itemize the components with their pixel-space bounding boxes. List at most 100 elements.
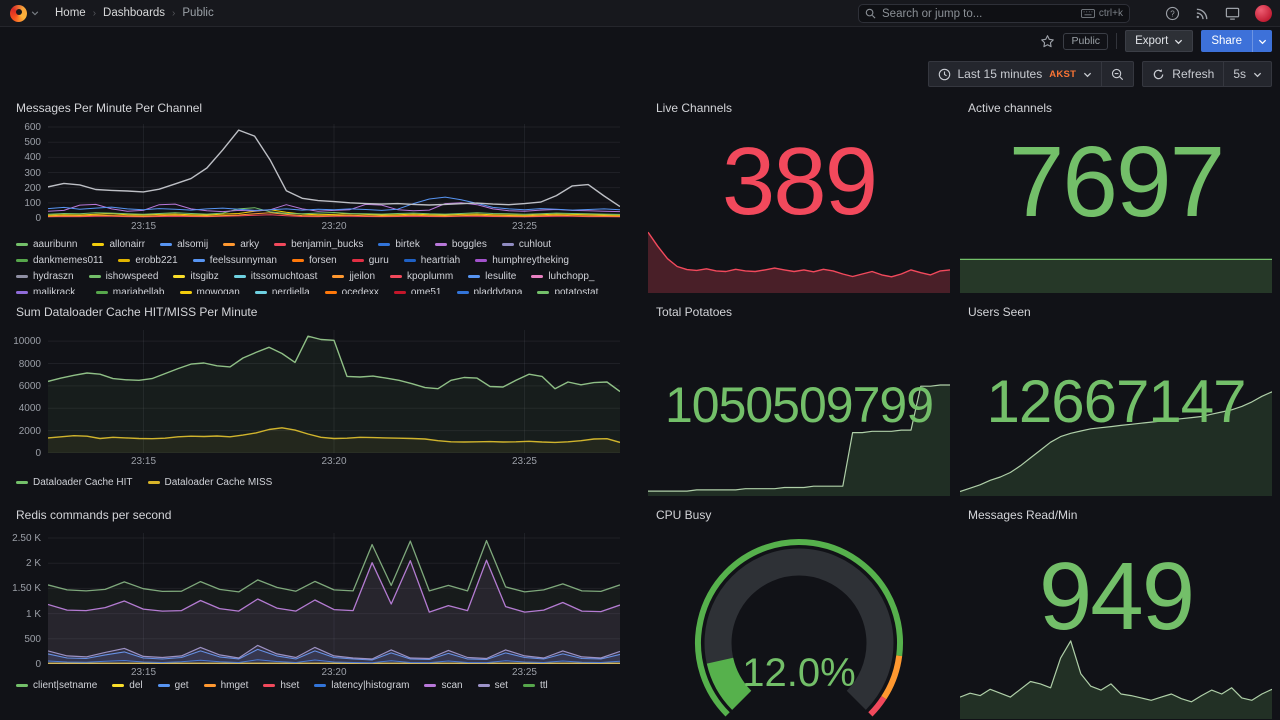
y-axis-label: 10000 xyxy=(13,336,41,348)
legend-swatch xyxy=(173,275,186,278)
legend-item[interactable]: boggles xyxy=(434,237,487,252)
legend-item[interactable]: hydraszn xyxy=(16,269,74,284)
y-axis-label: 2000 xyxy=(18,425,41,437)
legend-swatch xyxy=(324,291,337,294)
legend-swatch xyxy=(157,684,170,687)
legend-item[interactable]: birtek xyxy=(378,237,420,252)
legend-swatch xyxy=(192,259,205,262)
legend-item[interactable]: feelssunnyman xyxy=(192,253,277,268)
refresh-icon xyxy=(1154,68,1164,79)
legend-item[interactable]: erobb221 xyxy=(118,253,178,268)
legend-swatch xyxy=(16,243,28,246)
legend-item[interactable]: nerdiella xyxy=(254,285,310,294)
legend-swatch xyxy=(390,275,403,278)
star-icon[interactable] xyxy=(1040,34,1055,49)
panel-live-channels: Live Channels 389 xyxy=(648,96,950,294)
panel-title[interactable]: Users Seen xyxy=(968,305,1031,319)
legend-item[interactable]: client|setname xyxy=(16,678,97,693)
legend-item[interactable]: kpoplumm xyxy=(390,269,453,284)
legend-swatch xyxy=(531,275,544,278)
x-axis-label: 23:20 xyxy=(321,456,347,467)
legend-item[interactable]: cuhlout xyxy=(501,237,551,252)
legend-item[interactable]: guru xyxy=(351,253,389,268)
panel-title[interactable]: Messages Per Minute Per Channel xyxy=(16,101,203,115)
y-axis-label: 200 xyxy=(24,182,41,194)
legend-item[interactable]: dankmemes011 xyxy=(16,253,103,268)
legend-item[interactable]: Dataloader Cache HIT xyxy=(16,475,133,490)
legend-item[interactable]: luhchopp_ xyxy=(531,269,594,284)
legend-item[interactable]: potatostat xyxy=(537,285,598,294)
legend-item[interactable]: latency|histogram xyxy=(314,678,409,693)
refresh-group: Refresh 5s xyxy=(1142,61,1272,87)
legend-item[interactable]: itsgibz xyxy=(173,269,219,284)
breadcrumb-home[interactable]: Home xyxy=(55,7,86,19)
grafana-logo-icon[interactable] xyxy=(10,4,27,22)
legend-item[interactable]: humphreytheking xyxy=(475,253,569,268)
time-range-picker[interactable]: Last 15 minutes AKST xyxy=(929,62,1102,86)
share-button[interactable]: Share xyxy=(1201,30,1252,52)
legend-item[interactable]: del xyxy=(112,678,143,693)
legend-swatch xyxy=(160,243,173,246)
refresh-interval-dropdown[interactable]: 5s xyxy=(1223,62,1271,86)
panel-title[interactable]: Live Channels xyxy=(656,101,733,115)
legend-item[interactable]: pladdytana xyxy=(456,285,522,294)
legend-swatch xyxy=(291,259,304,262)
clock-icon xyxy=(938,68,950,80)
refresh-button[interactable]: Refresh xyxy=(1143,62,1223,86)
share-dropdown-button[interactable] xyxy=(1252,30,1272,52)
panel-title[interactable]: Active channels xyxy=(968,101,1053,115)
legend-item[interactable]: ocedexx xyxy=(324,285,379,294)
help-icon[interactable]: ? xyxy=(1165,6,1180,21)
legend-item[interactable]: ome51 xyxy=(393,285,442,294)
panel-title[interactable]: Messages Read/Min xyxy=(968,508,1078,522)
legend-item[interactable]: itssomuchtoast xyxy=(233,269,317,284)
legend-swatch xyxy=(393,291,406,294)
legend-item[interactable]: ishowspeed xyxy=(88,269,158,284)
timeseries-chart: 0 2000 4000 6000 8000 10000 23:15 23:20 23:25 xyxy=(12,330,622,469)
panel-title[interactable]: Sum Dataloader Cache HIT/MISS Per Minute xyxy=(16,305,258,319)
legend-item[interactable]: mariabellab xyxy=(95,285,165,294)
legend-item[interactable]: malikrack_ xyxy=(16,285,81,294)
panel-users-seen: Users Seen 12667147 xyxy=(960,300,1272,497)
panel-title[interactable]: Redis commands per second xyxy=(16,508,172,522)
legend-item[interactable]: ttl xyxy=(522,678,548,693)
x-axis-label: 23:25 xyxy=(511,667,537,678)
x-axis-label: 23:25 xyxy=(511,221,537,232)
news-icon[interactable] xyxy=(1195,6,1210,21)
legend-item[interactable]: scan xyxy=(424,678,463,693)
svg-text:?: ? xyxy=(1170,9,1175,18)
panel-title[interactable]: Total Potatoes xyxy=(656,305,733,319)
legend-item[interactable]: heartriah xyxy=(403,253,460,268)
legend-item[interactable]: get xyxy=(157,678,189,693)
keyboard-shortcut-hint: ctrl+k xyxy=(1080,8,1123,19)
y-axis-label: 400 xyxy=(24,152,41,164)
legend-item[interactable]: alsomij xyxy=(160,237,208,252)
legend-item[interactable]: mowogan xyxy=(179,285,240,294)
keyboard-icon xyxy=(1080,9,1095,18)
export-button[interactable]: Export xyxy=(1125,30,1194,52)
y-axis-label: 300 xyxy=(24,167,41,179)
legend-item[interactable]: jjeilon xyxy=(332,269,375,284)
search-input[interactable] xyxy=(882,7,1075,20)
legend-item[interactable]: allonairr xyxy=(92,237,145,252)
legend-swatch xyxy=(147,481,160,484)
legend-item[interactable]: benjamin_bucks xyxy=(274,237,363,252)
panel-title[interactable]: CPU Busy xyxy=(656,508,712,522)
legend-item[interactable]: hmget xyxy=(203,678,248,693)
search-bar[interactable]: ctrl+k xyxy=(858,4,1130,23)
legend-item[interactable]: hset xyxy=(263,678,299,693)
legend-item[interactable]: forsen xyxy=(291,253,337,268)
user-avatar[interactable] xyxy=(1255,5,1272,22)
org-switcher-chevron-icon[interactable] xyxy=(31,9,39,17)
legend-item[interactable]: aauribunn xyxy=(16,237,77,252)
legend-item[interactable]: arky xyxy=(223,237,259,252)
y-axis-label: 0 xyxy=(35,659,41,670)
legend-item[interactable]: lesulite xyxy=(468,269,516,284)
legend-item[interactable]: Dataloader Cache MISS xyxy=(147,475,272,490)
monitor-icon[interactable] xyxy=(1225,6,1240,21)
legend-item[interactable]: set xyxy=(477,678,508,693)
y-axis-label: 0 xyxy=(35,213,41,224)
breadcrumb-dashboards[interactable]: Dashboards xyxy=(103,7,166,19)
zoom-out-button[interactable] xyxy=(1101,62,1133,86)
